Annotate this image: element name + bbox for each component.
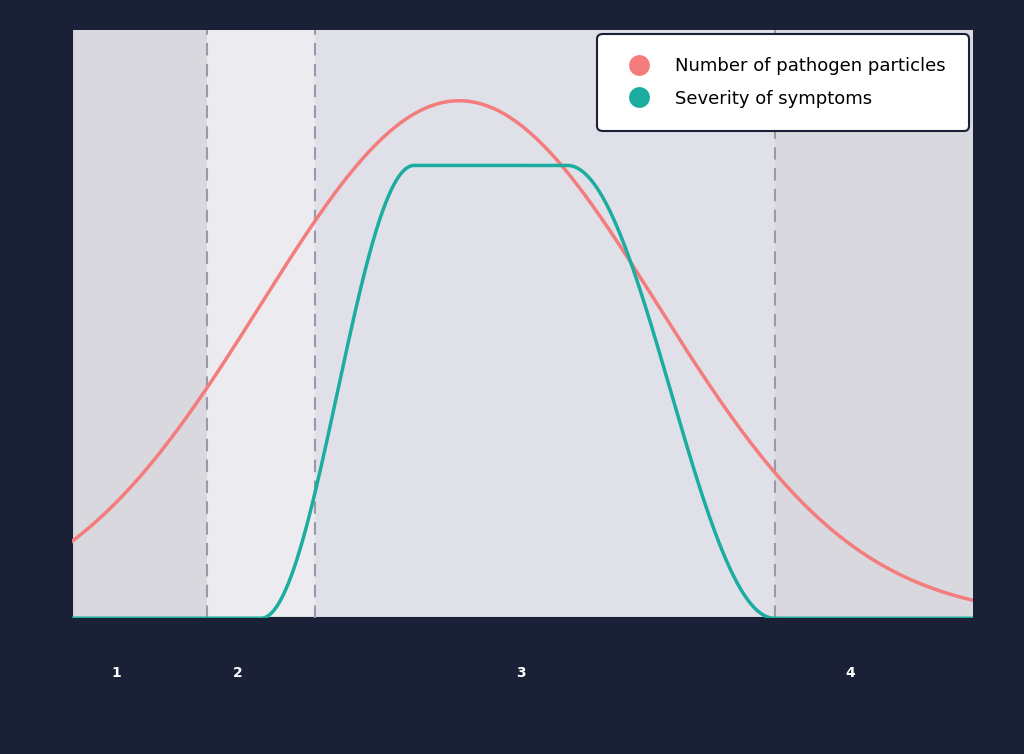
- Circle shape: [114, 664, 165, 716]
- Text: 1: 1: [111, 666, 121, 679]
- Circle shape: [236, 664, 287, 716]
- Text: 3: 3: [516, 666, 526, 679]
- Circle shape: [519, 664, 570, 716]
- Text: 2: 2: [232, 666, 243, 679]
- Bar: [315, 30, 774, 618]
- Text: !: !: [559, 682, 565, 695]
- Bar: [207, 30, 315, 618]
- Bar: [774, 30, 973, 618]
- Text: !: !: [522, 682, 528, 695]
- Circle shape: [848, 664, 899, 716]
- Bar: [72, 30, 207, 618]
- Text: 4: 4: [846, 666, 855, 679]
- Legend: Number of pathogen particles, Severity of symptoms: Number of pathogen particles, Severity o…: [603, 39, 964, 126]
